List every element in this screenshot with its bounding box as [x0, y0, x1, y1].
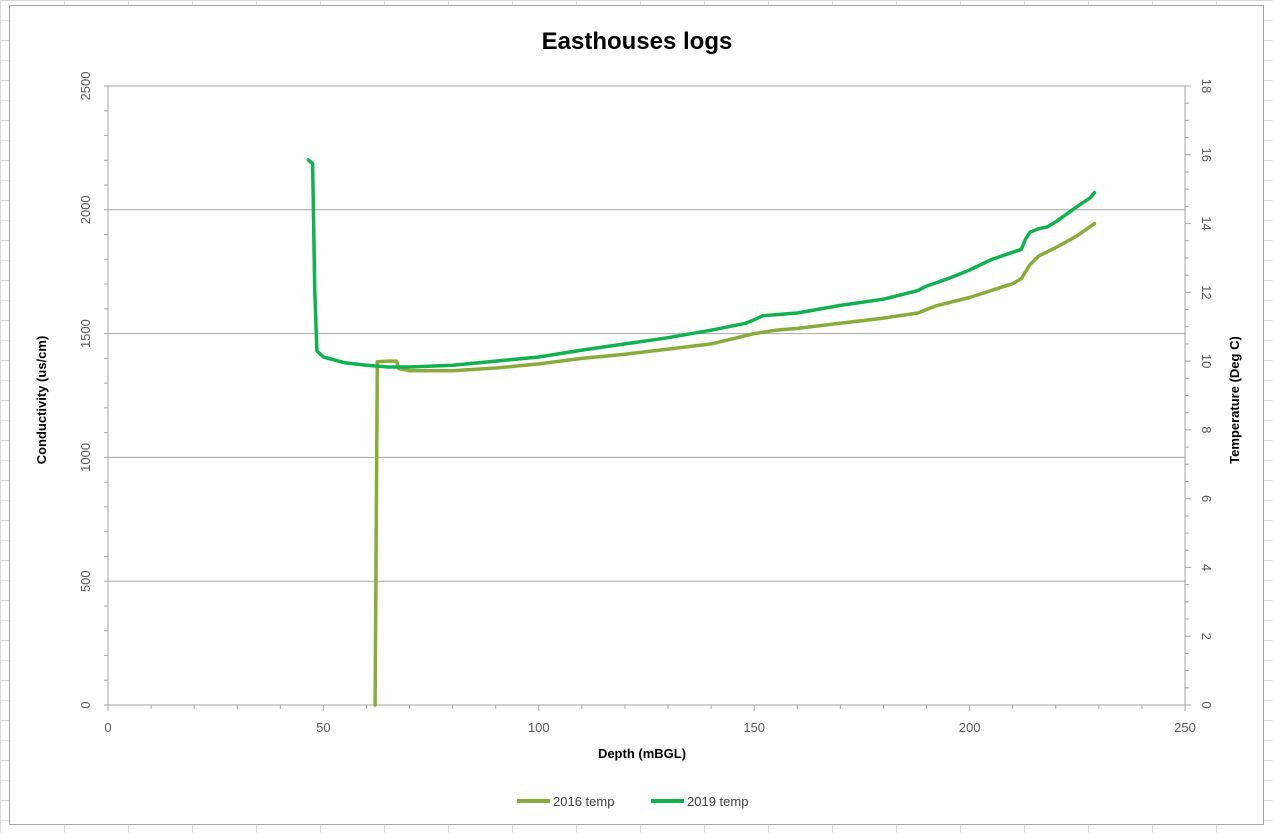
y2-tick-label-0: 0	[1199, 701, 1214, 708]
axes	[104, 85, 1191, 711]
legend-label-2019-temp: 2019 temp	[687, 794, 748, 809]
x-tick-label-0: 0	[104, 720, 111, 735]
y2-tick-label-14: 14	[1199, 216, 1214, 230]
y2-tick-label-6: 6	[1199, 495, 1214, 502]
y-tick-label-2000: 2000	[78, 195, 93, 224]
y2-tick-label-2: 2	[1199, 633, 1214, 640]
series-line-2019-temp	[306, 158, 1097, 369]
x-axis-title: Depth (mBGL)	[598, 746, 686, 761]
series-line-2016-temp	[373, 221, 1097, 707]
series-layer	[306, 158, 1097, 707]
legend-label-2016-temp: 2016 temp	[553, 794, 614, 809]
y-tick-label-2500: 2500	[78, 72, 93, 101]
x-tick-label-100: 100	[528, 720, 550, 735]
y-tick-label-1000: 1000	[78, 443, 93, 472]
chart-title: Easthouses logs	[542, 28, 733, 55]
y-tick-label-0: 0	[78, 701, 93, 708]
y2-tick-label-10: 10	[1199, 354, 1214, 368]
y2-tick-label-12: 12	[1199, 285, 1214, 299]
y-axis-title: Conductivity (us/cm)	[34, 336, 49, 465]
chart-frame[interactable]: Easthouses logs 0 500 1000 1500 2000 2500 0 50 1…	[9, 5, 1264, 825]
y2-tick-label-4: 4	[1199, 564, 1214, 571]
x-tick-label-150: 150	[743, 720, 765, 735]
y-tick-label-1500: 1500	[78, 319, 93, 348]
y-tick-label-500: 500	[78, 570, 93, 592]
gridlines	[108, 85, 1185, 582]
legend: 2016 temp 2019 temp	[517, 794, 748, 809]
y2-tick-label-16: 16	[1199, 148, 1214, 162]
x-tick-label-200: 200	[959, 720, 981, 735]
x-tick-label-250: 250	[1174, 720, 1196, 735]
x-tick-label-50: 50	[316, 720, 330, 735]
y2-axis-title: Temperature (Deg C)	[1227, 336, 1242, 464]
y2-tick-label-8: 8	[1199, 426, 1214, 433]
y2-tick-label-18: 18	[1199, 79, 1214, 93]
